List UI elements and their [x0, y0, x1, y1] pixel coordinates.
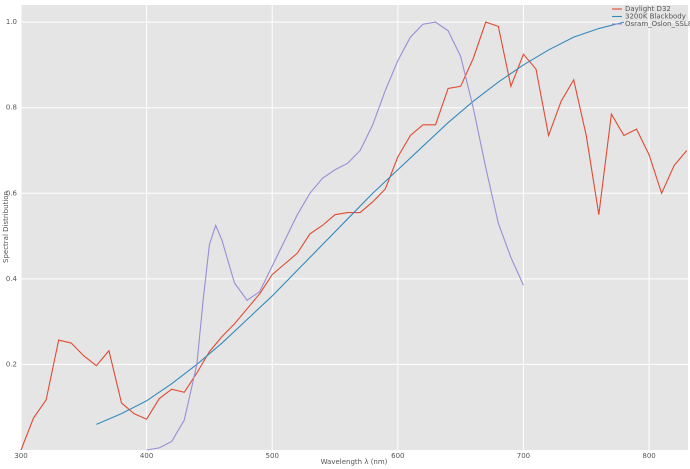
y-tick-label: 0.4 — [6, 275, 18, 283]
y-axis-label: Spectral Distribution — [2, 191, 10, 263]
x-axis-label: Wavelength λ (nm) — [321, 458, 388, 466]
x-tick-label: 800 — [642, 452, 655, 460]
x-tick-label: 300 — [14, 452, 27, 460]
plot-area — [21, 5, 688, 450]
x-tick-label: 600 — [391, 452, 404, 460]
y-tick-label: 0.2 — [6, 360, 17, 368]
y-tick-label: 1.0 — [6, 18, 17, 26]
legend-label: Daylight D32 — [625, 5, 671, 13]
y-tick-label: 0.6 — [6, 189, 18, 197]
x-tick-label: 400 — [140, 452, 153, 460]
x-tick-label: 500 — [266, 452, 279, 460]
data-line — [146, 21, 524, 451]
legend-label: 3200K Blackbody — [625, 13, 686, 21]
data-line — [96, 21, 625, 425]
x-tick-label: 700 — [517, 452, 530, 460]
y-tick-label: 0.8 — [6, 104, 17, 112]
legend-label: Osram_Oslon_SSL80 — [625, 20, 690, 28]
